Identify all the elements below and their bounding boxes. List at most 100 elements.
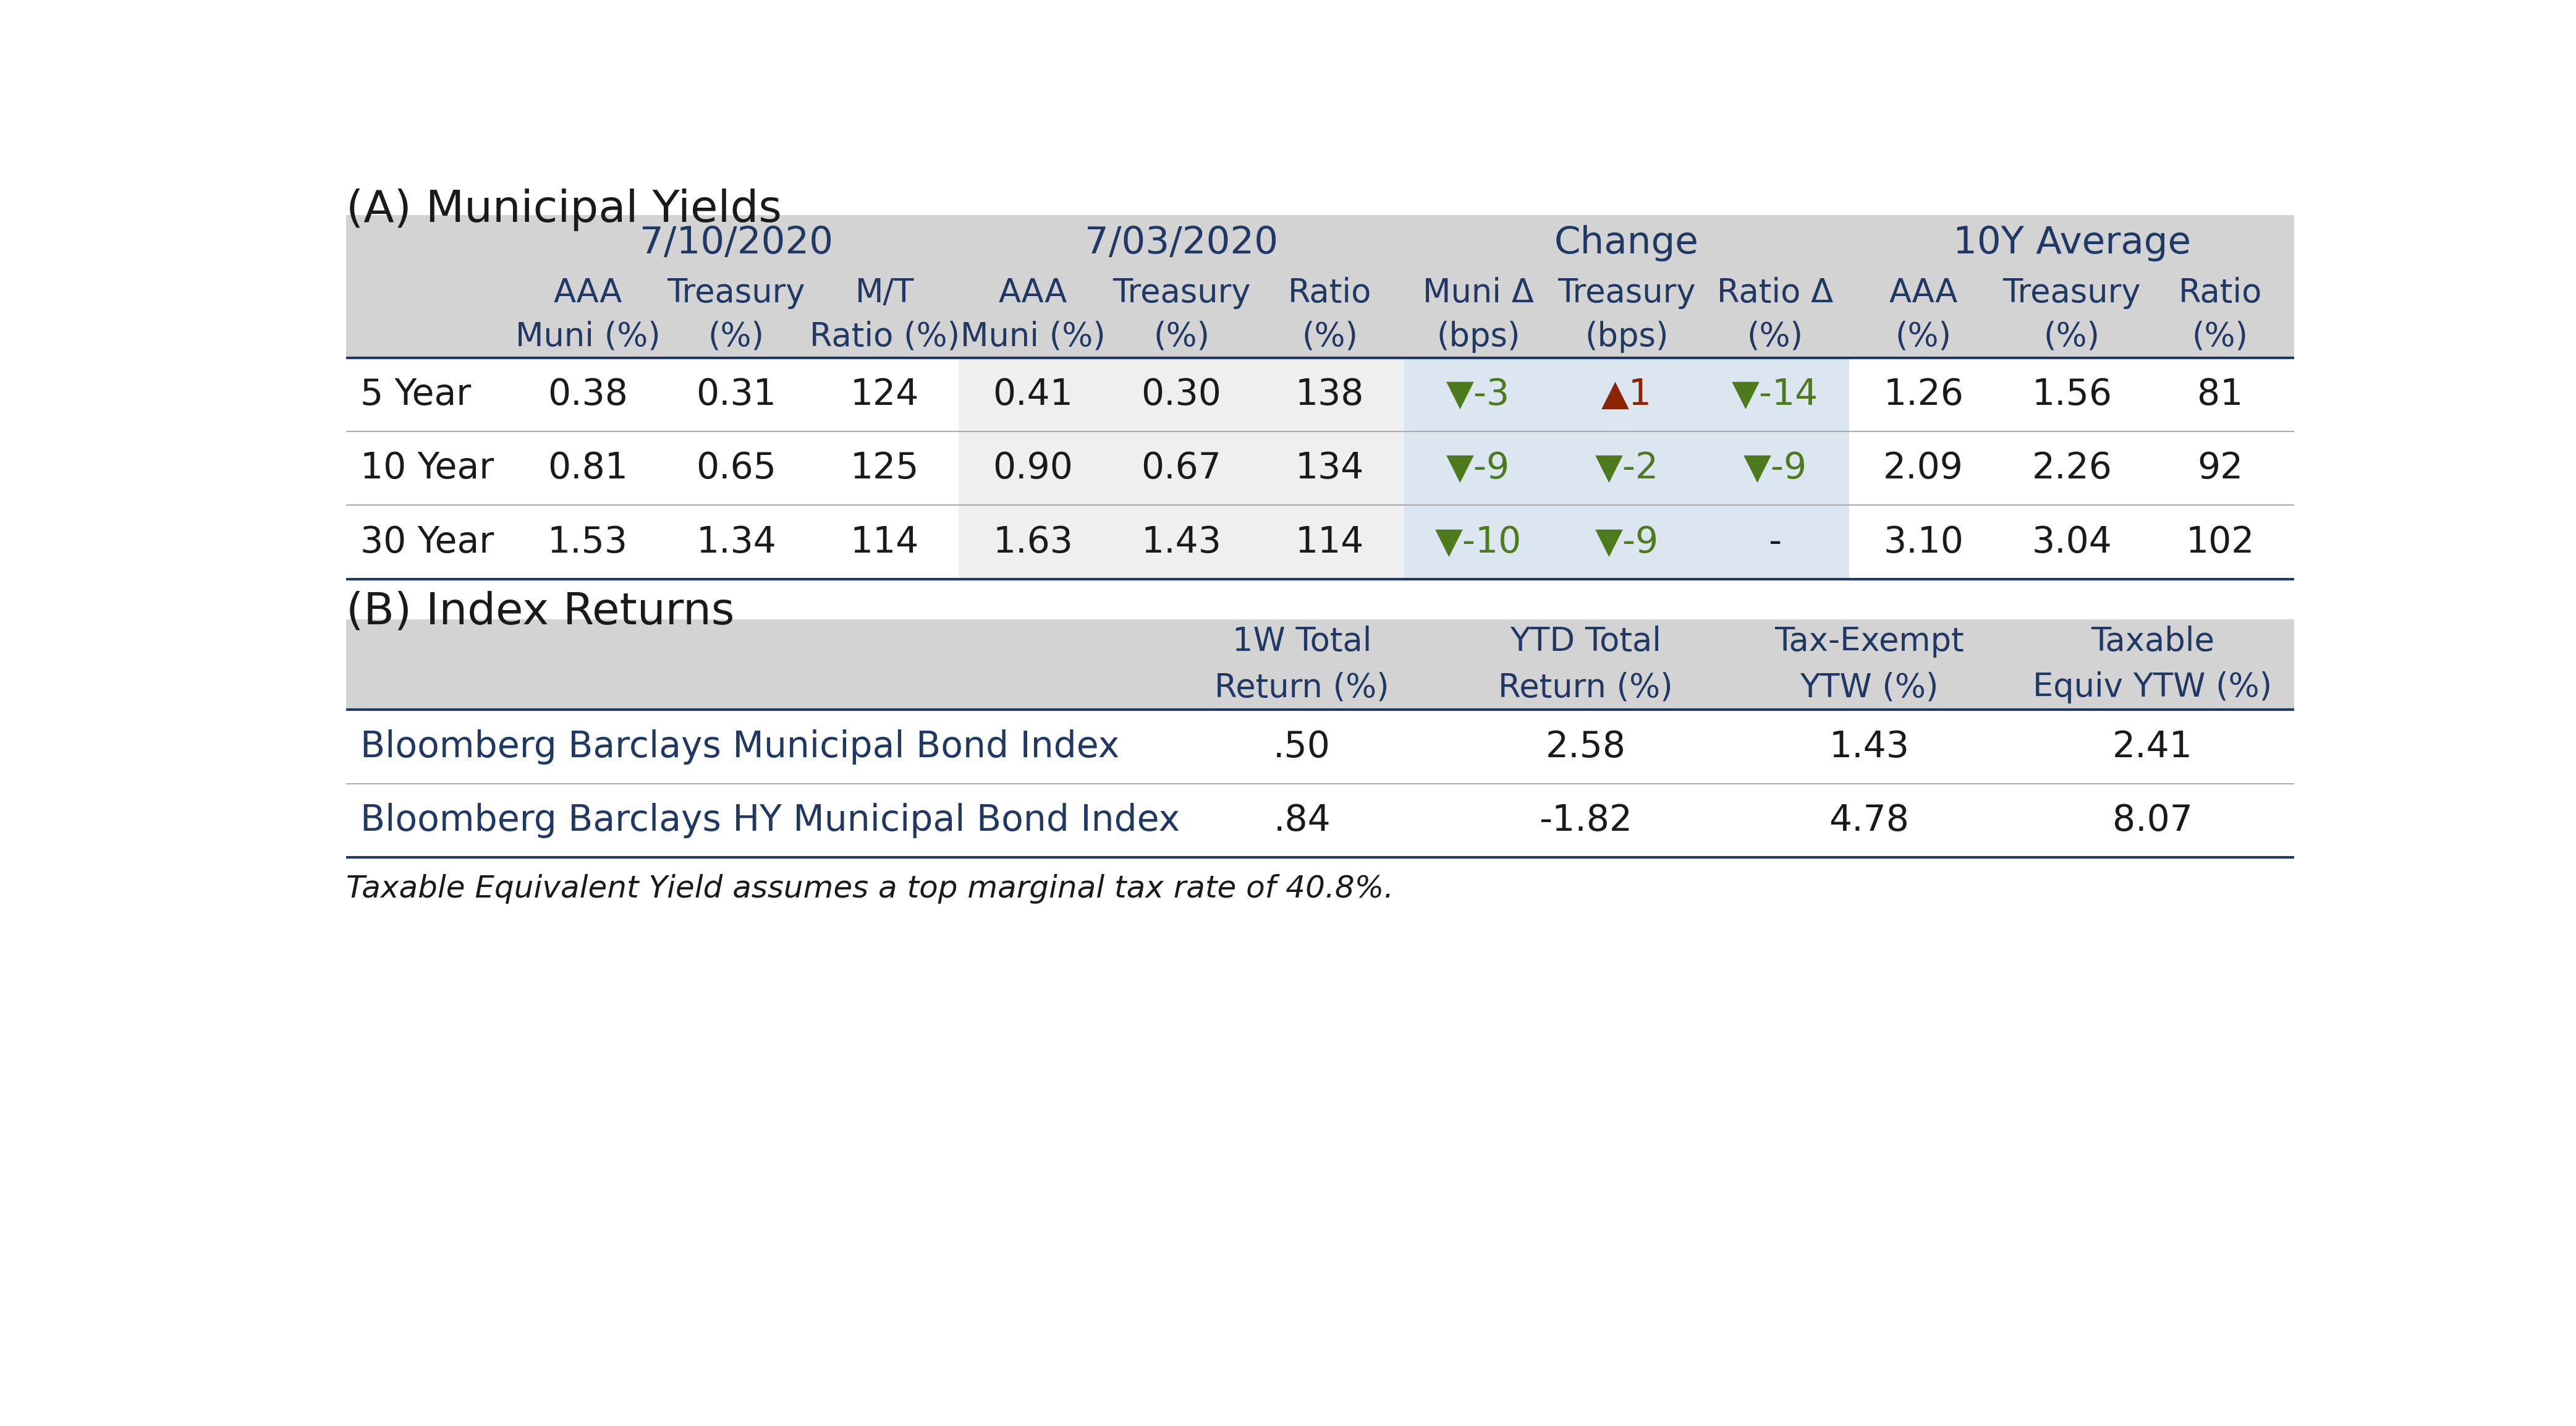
Text: 0.67: 0.67 xyxy=(1141,451,1221,486)
Text: (bps): (bps) xyxy=(1437,321,1520,352)
Bar xyxy=(1404,358,1850,432)
Text: 4.78: 4.78 xyxy=(1829,803,1909,838)
Text: ▼-3: ▼-3 xyxy=(1445,376,1510,412)
Text: 2.26: 2.26 xyxy=(2032,451,2112,486)
Text: Muni (%): Muni (%) xyxy=(961,321,1105,352)
Text: 81: 81 xyxy=(2197,376,2244,412)
Text: Muni (%): Muni (%) xyxy=(515,321,659,352)
Bar xyxy=(958,358,1404,432)
Text: 0.81: 0.81 xyxy=(549,451,629,486)
Text: Ratio: Ratio xyxy=(1288,277,1370,309)
Text: 92: 92 xyxy=(2197,451,2244,486)
Text: Change: Change xyxy=(1553,225,1700,262)
Bar xyxy=(345,358,2295,432)
Text: 102: 102 xyxy=(2187,525,2254,560)
Text: (%): (%) xyxy=(1896,321,1953,352)
Text: 8.07: 8.07 xyxy=(2112,803,2192,838)
Text: Bloomberg Barclays HY Municipal Bond Index: Bloomberg Barclays HY Municipal Bond Ind… xyxy=(361,803,1180,838)
Bar xyxy=(345,272,2295,358)
Text: 114: 114 xyxy=(1296,525,1365,560)
Text: 0.31: 0.31 xyxy=(696,376,775,412)
Text: (%): (%) xyxy=(1747,321,1803,352)
Text: (%): (%) xyxy=(1154,321,1211,352)
Text: (%): (%) xyxy=(1301,321,1358,352)
Text: ▼-10: ▼-10 xyxy=(1435,525,1522,560)
Bar xyxy=(1404,432,1850,505)
Text: 3.04: 3.04 xyxy=(2032,525,2112,560)
Bar xyxy=(958,505,1404,579)
Text: 1.56: 1.56 xyxy=(2032,376,2112,412)
Text: 114: 114 xyxy=(850,525,920,560)
Text: Equiv YTW (%): Equiv YTW (%) xyxy=(2032,672,2272,703)
Text: ▼-9: ▼-9 xyxy=(1445,451,1510,486)
Text: -1.82: -1.82 xyxy=(1538,803,1633,838)
Text: 1W Total: 1W Total xyxy=(1231,626,1370,657)
Text: Return (%): Return (%) xyxy=(1216,672,1388,703)
Text: (%): (%) xyxy=(708,321,765,352)
Text: 3.10: 3.10 xyxy=(1883,525,1963,560)
Text: Taxable: Taxable xyxy=(2092,626,2215,657)
Text: ▼-2: ▼-2 xyxy=(1595,451,1659,486)
Text: AAA: AAA xyxy=(1888,277,1958,309)
Text: -: - xyxy=(1770,525,1783,560)
Text: AAA: AAA xyxy=(554,277,623,309)
Text: 0.65: 0.65 xyxy=(696,451,775,486)
Bar xyxy=(345,432,2295,505)
Text: 1.34: 1.34 xyxy=(696,525,775,560)
Text: Tax-Exempt: Tax-Exempt xyxy=(1775,626,1963,657)
Text: 1.43: 1.43 xyxy=(1141,525,1221,560)
Text: Treasury: Treasury xyxy=(667,277,806,309)
Bar xyxy=(958,432,1404,505)
Text: 2.09: 2.09 xyxy=(1883,451,1963,486)
Text: 0.90: 0.90 xyxy=(992,451,1074,486)
Text: Muni Δ: Muni Δ xyxy=(1422,277,1533,309)
Bar xyxy=(345,619,2295,710)
Text: (B) Index Returns: (B) Index Returns xyxy=(345,590,734,633)
Text: YTW (%): YTW (%) xyxy=(1801,672,1940,703)
Text: (bps): (bps) xyxy=(1584,321,1669,352)
Text: 1.26: 1.26 xyxy=(1883,376,1963,412)
Bar xyxy=(345,215,2295,272)
Text: Ratio Δ: Ratio Δ xyxy=(1716,277,1834,309)
Text: 0.41: 0.41 xyxy=(992,376,1074,412)
Text: AAA: AAA xyxy=(999,277,1066,309)
Text: 7/03/2020: 7/03/2020 xyxy=(1084,225,1278,262)
Bar xyxy=(345,710,2295,784)
Text: 1.43: 1.43 xyxy=(1829,729,1909,764)
Text: 5 Year: 5 Year xyxy=(361,376,471,412)
Text: Ratio: Ratio xyxy=(2179,277,2262,309)
Text: 134: 134 xyxy=(1296,451,1365,486)
Text: .84: .84 xyxy=(1273,803,1332,838)
Text: 2.41: 2.41 xyxy=(2112,729,2192,764)
Text: ▼-9: ▼-9 xyxy=(1595,525,1659,560)
Text: 10 Year: 10 Year xyxy=(361,451,495,486)
Text: 10Y Average: 10Y Average xyxy=(1953,225,2190,262)
Text: YTD Total: YTD Total xyxy=(1510,626,1662,657)
Text: Return (%): Return (%) xyxy=(1499,672,1672,703)
Text: 0.30: 0.30 xyxy=(1141,376,1221,412)
Text: Bloomberg Barclays Municipal Bond Index: Bloomberg Barclays Municipal Bond Index xyxy=(361,729,1121,764)
Text: ▲1: ▲1 xyxy=(1602,376,1651,412)
Text: 124: 124 xyxy=(850,376,920,412)
Text: (A) Municipal Yields: (A) Municipal Yields xyxy=(345,188,781,231)
Text: 2.58: 2.58 xyxy=(1546,729,1625,764)
Text: Ratio (%): Ratio (%) xyxy=(809,321,961,352)
Bar xyxy=(345,505,2295,579)
Text: (%): (%) xyxy=(2043,321,2099,352)
Text: 125: 125 xyxy=(850,451,920,486)
Text: .50: .50 xyxy=(1273,729,1332,764)
Bar xyxy=(1404,505,1850,579)
Text: (%): (%) xyxy=(2192,321,2249,352)
Text: ▼-9: ▼-9 xyxy=(1744,451,1806,486)
Text: M/T: M/T xyxy=(855,277,914,309)
Text: 1.63: 1.63 xyxy=(992,525,1074,560)
Text: ▼-14: ▼-14 xyxy=(1731,376,1819,412)
Text: 30 Year: 30 Year xyxy=(361,525,495,560)
Text: Treasury: Treasury xyxy=(2002,277,2141,309)
Text: 138: 138 xyxy=(1296,376,1365,412)
Text: Taxable Equivalent Yield assumes a top marginal tax rate of 40.8%.: Taxable Equivalent Yield assumes a top m… xyxy=(345,874,1394,904)
Text: 0.38: 0.38 xyxy=(549,376,629,412)
Text: 1.53: 1.53 xyxy=(549,525,629,560)
Text: Treasury: Treasury xyxy=(1113,277,1249,309)
Text: 7/10/2020: 7/10/2020 xyxy=(639,225,832,262)
